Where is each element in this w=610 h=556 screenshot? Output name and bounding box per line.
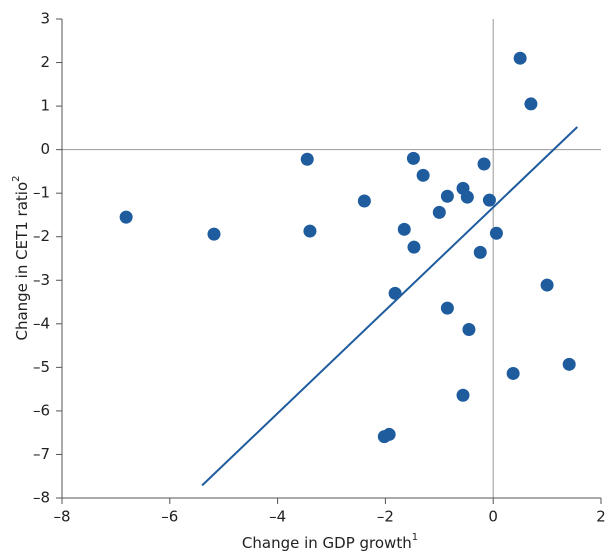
y-tick-label: –8 [33, 489, 50, 507]
y-tick-label: –5 [33, 358, 50, 376]
y-tick-label: 0 [40, 140, 50, 158]
y-tick-label: –3 [33, 271, 50, 289]
y-tick-label: –4 [33, 314, 50, 332]
point [440, 189, 454, 203]
point [407, 240, 421, 254]
point [406, 151, 420, 165]
y-axis-label: Change in CET1 ratio2 [11, 175, 31, 340]
y-tick-label: 1 [40, 97, 50, 115]
y-tick-label: –1 [33, 184, 50, 202]
point [303, 224, 317, 238]
point [207, 227, 221, 241]
point [482, 193, 496, 207]
point [456, 388, 470, 402]
point [416, 168, 430, 182]
point [440, 301, 454, 315]
x-axis-label-note: 1 [412, 532, 418, 543]
y-tick-label: 3 [40, 10, 50, 28]
y-axis-label-note: 2 [11, 175, 22, 181]
x-tick-label: –2 [377, 508, 394, 526]
point [460, 190, 474, 204]
point [432, 205, 446, 219]
y-tick-label: –7 [33, 445, 50, 463]
point [477, 157, 491, 171]
point [506, 366, 520, 380]
x-tick-label: 2 [596, 508, 606, 526]
point [388, 286, 402, 300]
x-axis-label-text: Change in GDP growth [242, 534, 412, 552]
point [119, 210, 133, 224]
point [540, 278, 554, 292]
y-axis-label-text: Change in CET1 ratio [13, 182, 31, 341]
y-tick-label: 2 [40, 53, 50, 71]
point [377, 430, 391, 444]
point [300, 152, 314, 166]
x-axis-label: Change in GDP growth1 [242, 532, 418, 552]
point [357, 194, 371, 208]
point [489, 226, 503, 240]
x-tick-label: –4 [269, 508, 286, 526]
fit-line [201, 126, 578, 487]
y-tick-label: –2 [33, 227, 50, 245]
x-tick-label: 0 [488, 508, 498, 526]
point [524, 97, 538, 111]
point [562, 357, 576, 371]
point [462, 322, 476, 336]
x-tick-label: –6 [161, 508, 178, 526]
x-tick-label: –8 [53, 508, 70, 526]
point [473, 245, 487, 259]
point [513, 51, 527, 65]
point [397, 222, 411, 236]
y-tick-label: –6 [33, 401, 50, 419]
